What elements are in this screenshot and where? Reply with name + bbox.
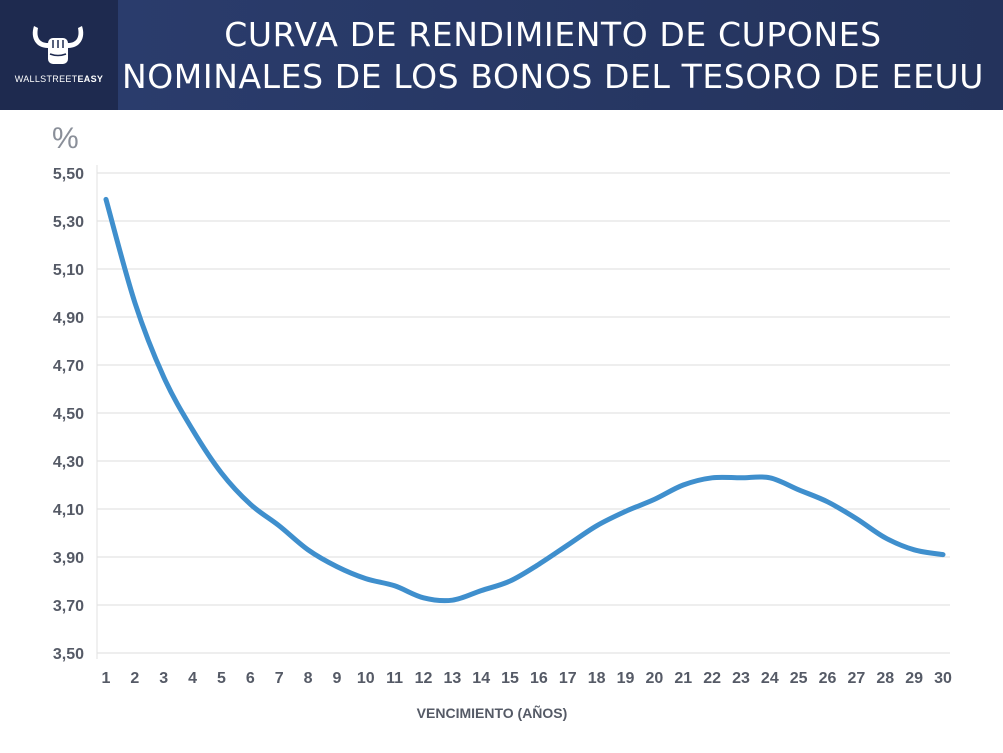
x-tick-label: 5 (217, 670, 226, 687)
y-tick-label: 5,10 (53, 262, 84, 279)
x-tick-label: 2 (130, 670, 139, 687)
y-tick-label: 4,70 (53, 358, 84, 375)
x-tick-label: 4 (188, 670, 197, 687)
x-tick-label: 30 (934, 670, 952, 687)
x-tick-label: 17 (559, 670, 577, 687)
y-tick-label: 3,70 (53, 598, 84, 615)
y-tick-label: 5,50 (53, 166, 84, 183)
x-tick-label: 23 (732, 670, 750, 687)
y-tick-label: 3,90 (53, 550, 84, 567)
x-tick-label: 27 (848, 670, 866, 687)
logo[interactable]: WALLSTREETEASY (0, 0, 118, 110)
x-tick-label: 12 (415, 670, 433, 687)
y-tick-label: 4,50 (53, 406, 84, 423)
x-tick-label: 8 (304, 670, 313, 687)
x-tick-label: 29 (905, 670, 923, 687)
y-tick-label: 5,30 (53, 214, 84, 231)
x-tick-label: 20 (645, 670, 663, 687)
x-axis-ticks: 1 2 3 4 5 6 7 8 9 10 11 12 13 14 15 16 17 18 19 20 21 22 23 24 2… (102, 670, 952, 687)
yield-curve-chart: % 3,50 3,70 3,90 4,10 4,30 4,50 4,70 4,90 5,10 5,… (52, 122, 952, 721)
x-tick-label: 15 (501, 670, 519, 687)
title-line-2: NOMINALES DE LOS BONOS DEL TESORO DE EEU… (121, 57, 985, 96)
x-tick-label: 1 (102, 670, 111, 687)
grid (96, 165, 950, 659)
title-line-1: CURVA DE RENDIMIENTO DE CUPONES (224, 15, 882, 54)
x-tick-label: 26 (819, 670, 837, 687)
x-tick-label: 3 (159, 670, 168, 687)
yield-line (103, 196, 946, 604)
x-tick-label: 24 (761, 670, 779, 687)
x-tick-label: 13 (443, 670, 461, 687)
x-tick-label: 22 (703, 670, 721, 687)
x-tick-label: 7 (275, 670, 284, 687)
x-tick-label: 10 (357, 670, 375, 687)
y-tick-label: 4,90 (53, 310, 84, 327)
bull-horns-fist-icon (32, 26, 84, 64)
y-tick-label: 3,50 (53, 646, 84, 663)
y-axis-label: % (52, 122, 79, 155)
x-tick-label: 6 (246, 670, 255, 687)
page-title: CURVA DE RENDIMIENTO DE CUPONES NOMINALE… (118, 14, 988, 98)
logo-text: WALLSTREETEASY (14, 74, 104, 84)
x-tick-label: 14 (472, 670, 490, 687)
y-tick-label: 4,10 (53, 502, 84, 519)
x-tick-label: 21 (674, 670, 692, 687)
x-tick-label: 18 (588, 670, 606, 687)
x-axis-label: VENCIMIENTO (AÑOS) (417, 704, 568, 721)
y-axis-ticks: 3,50 3,70 3,90 4,10 4,30 4,50 4,70 4,90 5,10 5,30… (53, 166, 84, 663)
x-tick-label: 19 (617, 670, 635, 687)
x-tick-label: 16 (530, 670, 548, 687)
y-tick-label: 4,30 (53, 454, 84, 471)
x-tick-label: 28 (876, 670, 894, 687)
x-tick-label: 25 (790, 670, 808, 687)
header: WALLSTREETEASY CURVA DE RENDIMIENTO DE C… (0, 0, 1003, 110)
x-tick-label: 9 (332, 670, 341, 687)
x-tick-label: 11 (386, 670, 403, 687)
